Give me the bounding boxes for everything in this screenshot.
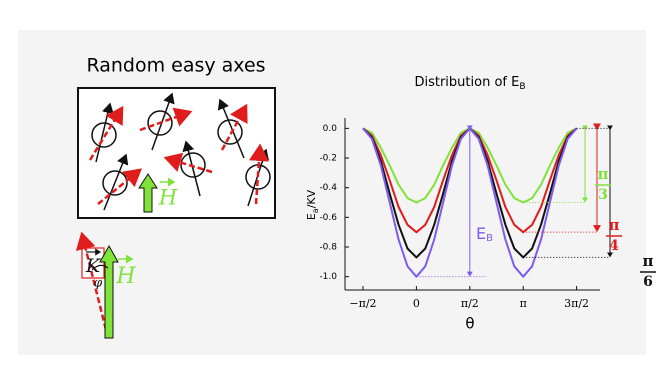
x-axis-label: θ (465, 315, 474, 333)
y-tick-label: -0.6 (319, 213, 337, 223)
y-label-sub: a (311, 208, 320, 213)
label-sub: B (486, 233, 493, 244)
angle-sketch (75, 231, 134, 339)
x-tick-label: 3π/2 (564, 297, 589, 310)
y-tick-label: -1.0 (319, 272, 337, 282)
fraction-numerator: π (609, 216, 620, 234)
y-label-rest: /KV (305, 189, 318, 208)
depth-label: EB (476, 224, 493, 245)
y-tick-label: 0.0 (323, 124, 338, 134)
fraction-numerator: π (643, 252, 654, 270)
field-label: H (115, 264, 136, 289)
easy-axis-label: K (85, 255, 102, 277)
chart: Distribution of EB0.0-0.2-0.4-0.6-0.8-1.… (305, 75, 656, 333)
y-axis-label: Ea/KV (305, 189, 320, 220)
fraction-numerator: π (598, 165, 609, 183)
x-tick-label: π/2 (461, 297, 479, 310)
y-label-text: E (305, 213, 318, 220)
label-text: E (476, 224, 486, 243)
fraction-denominator: 3 (598, 187, 608, 203)
y-tick-label: -0.2 (319, 154, 337, 164)
title-text: Distribution of E (414, 75, 519, 90)
angle-label: φ (94, 276, 103, 290)
y-tick-label: -0.4 (319, 183, 337, 193)
fraction-denominator: 6 (643, 274, 653, 290)
x-tick-label: 0 (413, 297, 420, 310)
diagram-title: Random easy axes (86, 55, 265, 77)
x-tick-label: −π/2 (349, 297, 376, 310)
easy-axes-box (77, 87, 276, 219)
fraction-denominator: 4 (609, 238, 619, 254)
chart-title: Distribution of EB (414, 75, 525, 92)
x-tick-label: π (520, 297, 527, 310)
field-label: H (158, 186, 178, 210)
title-sub: B (519, 82, 525, 92)
y-tick-label: -0.8 (319, 243, 337, 253)
